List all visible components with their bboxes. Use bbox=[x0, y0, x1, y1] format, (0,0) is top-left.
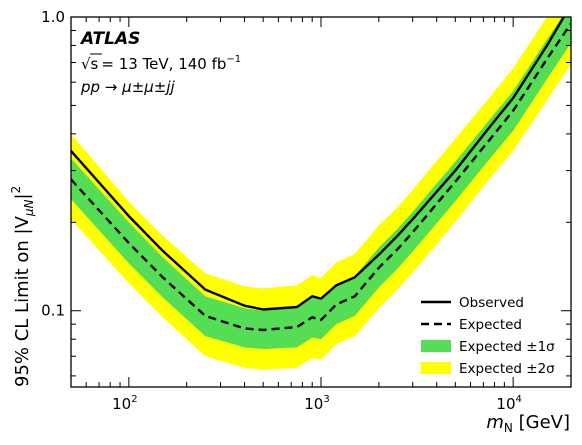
legend-swatch-one-sigma bbox=[421, 340, 451, 352]
y-axis-title-main: 95% CL Limit on |V bbox=[12, 215, 33, 387]
y-axis-title-sub: μN bbox=[22, 199, 36, 217]
legend-label: Expected ±2σ bbox=[459, 361, 555, 377]
x-tick-label-exp: 3 bbox=[323, 394, 329, 405]
energy-text: = 13 TeV, 140 fb bbox=[101, 55, 226, 73]
y-axis-title: 95% CL Limit on |VμN|2 bbox=[9, 186, 36, 387]
y-tick-label: 1.0 bbox=[41, 8, 65, 26]
y-tick-label: 0.1 bbox=[41, 302, 65, 320]
x-axis-title-unit: [GeV] bbox=[513, 412, 570, 433]
plot-frame bbox=[70, 16, 572, 388]
x-tick-label-base: 10 bbox=[112, 395, 131, 413]
x-axis-title-var: m bbox=[486, 412, 504, 433]
x-tick-label-exp: 4 bbox=[516, 394, 522, 405]
x-axis-title: mN [GeV] bbox=[486, 412, 570, 435]
x-tick-label-base: 10 bbox=[496, 395, 515, 413]
x-tick-label: 102 bbox=[112, 394, 137, 413]
legend-label: Expected bbox=[459, 317, 522, 333]
y-axis-title-sup: 2 bbox=[9, 186, 23, 194]
process-label: pp → μ±μ±jj bbox=[80, 78, 176, 96]
energy-sup: −1 bbox=[226, 54, 241, 65]
experiment-label: ATLAS bbox=[79, 29, 140, 49]
x-tick-label-exp: 2 bbox=[131, 394, 137, 405]
limit-lines bbox=[71, 17, 571, 332]
y-axis-title-end: | bbox=[12, 193, 33, 199]
x-tick-label-base: 10 bbox=[304, 395, 323, 413]
svg-text:√s= 13 TeV, 140 fb−1: √s = 13 TeV, 140 fb−1 bbox=[81, 54, 241, 73]
axis-ticks bbox=[70, 16, 572, 387]
x-tick-label: 103 bbox=[304, 394, 329, 413]
legend-swatch-two-sigma bbox=[421, 362, 451, 374]
energy-annotation: √s = 13 TeV, 140 fb−1 bbox=[81, 53, 241, 73]
x-axis-title-sub: N bbox=[504, 421, 513, 435]
legend: Observed Expected Expected ±1σ Expected ±2σ bbox=[421, 295, 555, 377]
x-tick-label: 104 bbox=[496, 394, 521, 413]
series-expected bbox=[71, 22, 571, 332]
legend-label: Observed bbox=[459, 295, 524, 311]
energy-sqrt: √s bbox=[81, 55, 99, 73]
series-observed bbox=[71, 17, 566, 311]
legend-label: Expected ±1σ bbox=[459, 339, 555, 355]
